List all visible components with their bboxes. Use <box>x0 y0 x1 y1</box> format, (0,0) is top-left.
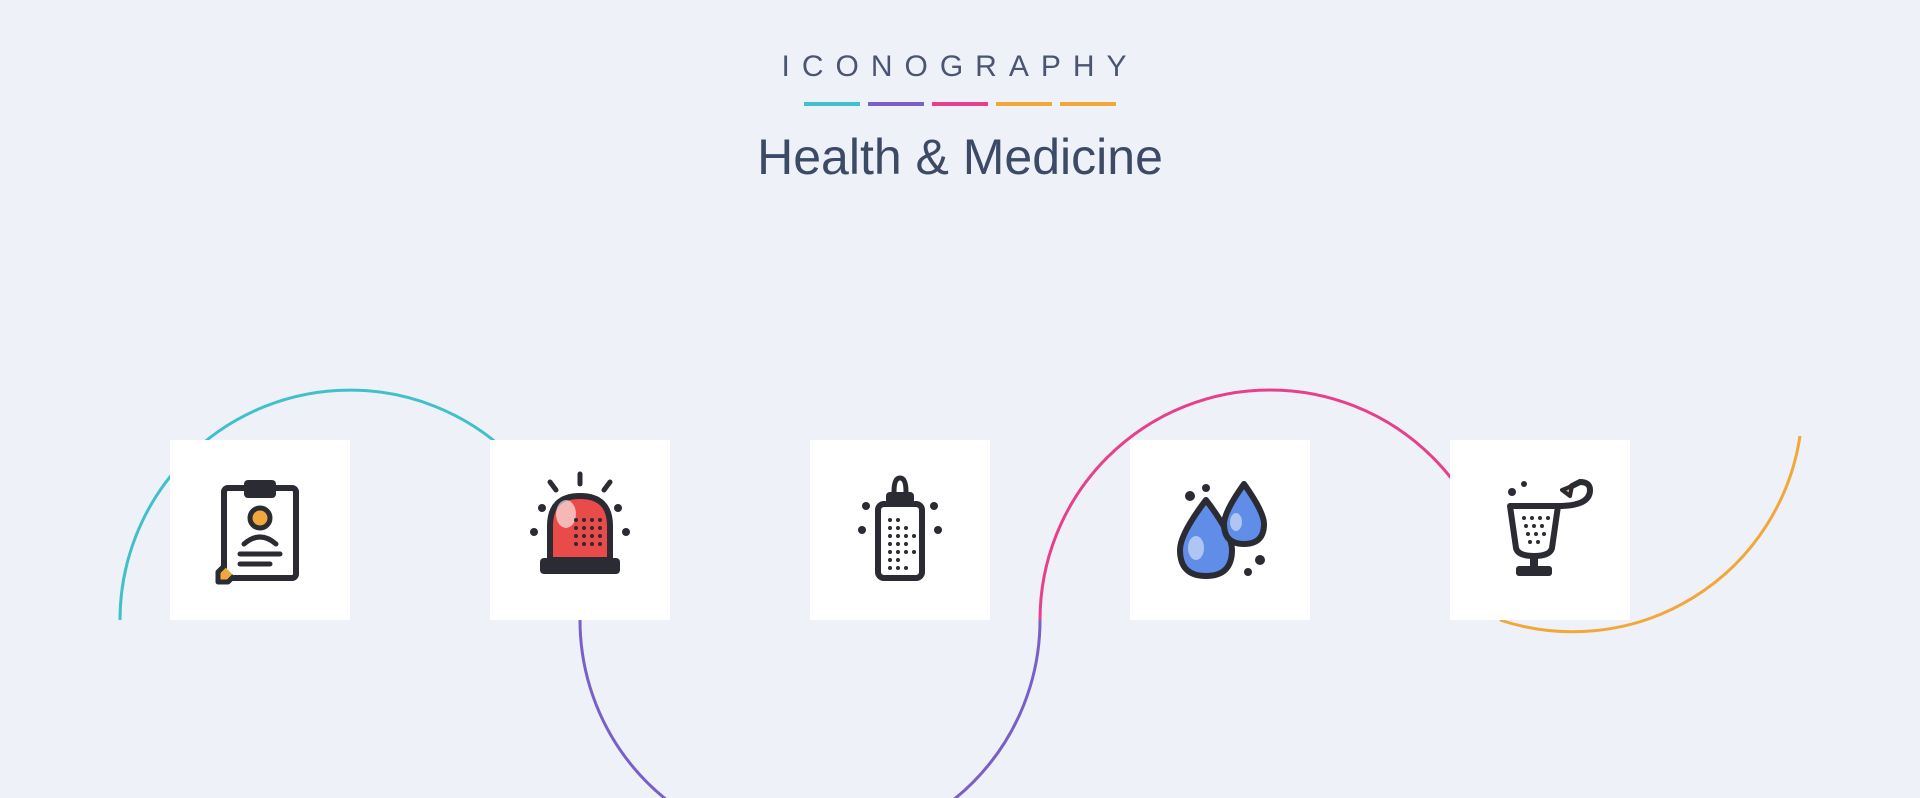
card-clipboard <box>170 440 350 620</box>
icon-row <box>0 0 1920 798</box>
card-enema <box>1450 440 1630 620</box>
clipboard-profile-icon <box>200 470 320 590</box>
siren-icon <box>520 470 640 590</box>
droplets-icon <box>1160 470 1280 590</box>
baby-bottle-icon <box>840 470 960 590</box>
card-siren <box>490 440 670 620</box>
card-droplets <box>1130 440 1310 620</box>
card-bottle <box>810 440 990 620</box>
enema-cup-icon <box>1480 470 1600 590</box>
